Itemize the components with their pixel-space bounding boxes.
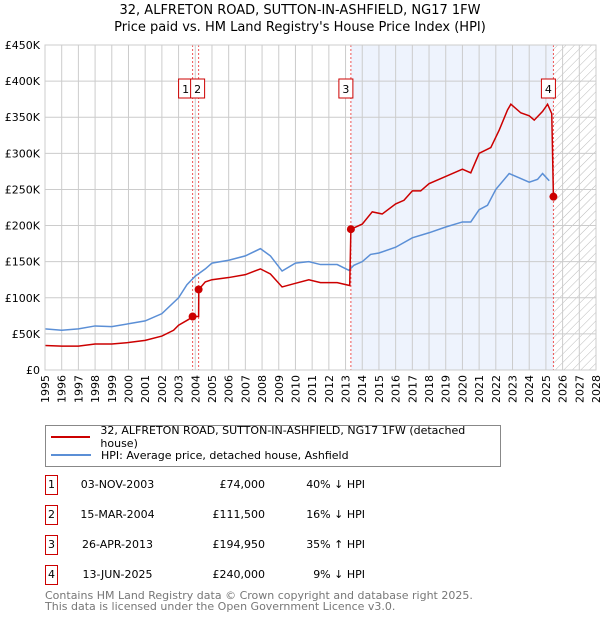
footer-line: This data is licensed under the Open Gov…: [45, 600, 396, 613]
x-tick-label: 2013: [340, 375, 353, 403]
future-hatch: [553, 45, 596, 370]
sale-row: 4 13-JUN-2025 £240,000 9% ↓ HPI: [45, 565, 445, 585]
chart-subtitle: Price paid vs. HM Land Registry's House …: [114, 20, 486, 35]
y-tick-label: £200K: [5, 220, 41, 233]
footer-line: Contains HM Land Registry data © Crown c…: [45, 589, 473, 602]
x-tick-label: 2011: [306, 375, 319, 403]
sale-hpi: 16% ↓ HPI: [306, 508, 365, 521]
sale-point: [194, 285, 203, 294]
x-tick-label: 2025: [540, 375, 553, 403]
sale-row: 1 03-NOV-2003 £74,000 40% ↓ HPI: [45, 475, 445, 495]
x-tick-label: 2006: [223, 375, 236, 403]
sale-label-box: [190, 78, 206, 99]
plot-area: 1995 1996 1997 1998 1999 2000 2001 2002 2003 2004…: [5, 39, 600, 403]
x-tick-label: 2016: [390, 375, 403, 403]
shaded-period: [350, 45, 554, 370]
sale-label-box: [540, 78, 556, 99]
sale-date: 15-MAR-2004: [80, 508, 155, 521]
legend-label: 32, ALFRETON ROAD, SUTTON-IN-ASHFIELD, N…: [100, 424, 466, 450]
sale-label-box: [338, 78, 354, 99]
legend: 32, ALFRETON ROAD, SUTTON-IN-ASHFIELD, N…: [45, 424, 501, 467]
x-tick-label: 2008: [256, 375, 269, 403]
legend-line-blue: [51, 454, 91, 456]
sale-price: £194,950: [212, 538, 266, 551]
x-tick-label: 1999: [106, 375, 119, 403]
sale-hpi: 40% ↓ HPI: [306, 478, 365, 491]
sale-date: 26-APR-2013: [81, 538, 154, 551]
y-tick-label: £450K: [5, 39, 41, 52]
x-tick-label: 2024: [523, 375, 536, 403]
x-tick-label: 2007: [239, 375, 252, 403]
x-tick-label: 2001: [139, 375, 152, 403]
sale-label: 4: [545, 83, 552, 96]
x-tick-label: 2009: [273, 375, 286, 403]
y-tick-label: £100K: [5, 292, 41, 305]
sale-label: 1: [182, 83, 189, 96]
sale-price: £74,000: [219, 478, 266, 491]
x-tick-label: 2028: [590, 375, 600, 403]
price-paid-line: [44, 102, 555, 347]
x-tick-label: 1996: [56, 375, 69, 403]
y-tick-label: £150K: [5, 256, 41, 269]
sale-point: [549, 192, 558, 201]
legend-line-red: [51, 436, 91, 438]
legend-item-hpi: HPI: Average price, detached house, Ashf…: [51, 447, 349, 463]
x-tick-label: 2018: [423, 375, 436, 403]
sale-price: £240,000: [212, 568, 266, 581]
hpi-line: [44, 172, 550, 332]
y-tick-label: £400K: [5, 75, 41, 88]
x-tick-label: 2010: [289, 375, 302, 403]
x-tick-label: 2027: [573, 375, 586, 403]
chart-title: 32, ALFRETON ROAD, SUTTON-IN-ASHFIELD, N…: [119, 3, 481, 18]
sale-price: £111,500: [212, 508, 266, 521]
legend-item-property: 32, ALFRETON ROAD, SUTTON-IN-ASHFIELD, N…: [51, 424, 500, 450]
x-tick-label: 2026: [557, 375, 570, 403]
sale-label: 3: [342, 83, 349, 96]
y-tick-label: £300K: [5, 147, 41, 160]
sale-point: [346, 225, 355, 234]
x-tick-label: 2019: [440, 375, 453, 403]
legend-label: HPI: Average price, detached house, Ashf…: [101, 448, 349, 462]
sale-point: [188, 312, 197, 321]
x-tick-label: 2004: [189, 375, 202, 403]
x-tick-label: 1995: [39, 375, 52, 403]
sale-number: 3: [45, 535, 58, 555]
sale-row: 3 26-APR-2013 £194,950 35% ↑ HPI: [45, 535, 445, 555]
x-tick-label: 2021: [473, 375, 486, 403]
y-tick-label: £50K: [12, 328, 41, 341]
x-tick-label: 2017: [406, 375, 419, 403]
sale-label: 2: [194, 83, 201, 96]
y-tick-label: £0: [26, 364, 40, 377]
x-tick-label: 2015: [373, 375, 386, 403]
x-tick-label: 2012: [323, 375, 336, 403]
x-tick-label: 2003: [173, 375, 186, 403]
sale-date: 13-JUN-2025: [82, 568, 153, 581]
x-tick-label: 2005: [206, 375, 219, 403]
plot-border: [44, 44, 597, 371]
x-tick-label: 2022: [490, 375, 503, 403]
sale-row: 2 15-MAR-2004 £111,500 16% ↓ HPI: [45, 505, 445, 525]
sale-number: 2: [45, 505, 58, 525]
x-tick-label: 2000: [122, 375, 135, 403]
x-tick-label: 2002: [156, 375, 169, 403]
sale-hpi: 9% ↓ HPI: [313, 568, 365, 581]
footer: Contains HM Land Registry data © Crown c…: [45, 590, 473, 612]
y-tick-label: £350K: [5, 111, 41, 124]
x-tick-label: 2020: [456, 375, 469, 403]
sale-number: 1: [45, 475, 58, 495]
y-tick-label: £250K: [5, 183, 41, 196]
sale-hpi: 35% ↑ HPI: [306, 538, 365, 551]
x-tick-label: 1998: [89, 375, 102, 403]
sale-date: 03-NOV-2003: [80, 478, 155, 491]
x-tick-label: 1997: [72, 375, 85, 403]
x-tick-label: 2014: [356, 375, 369, 403]
sale-number: 4: [45, 565, 58, 585]
x-tick-label: 2023: [507, 375, 520, 403]
